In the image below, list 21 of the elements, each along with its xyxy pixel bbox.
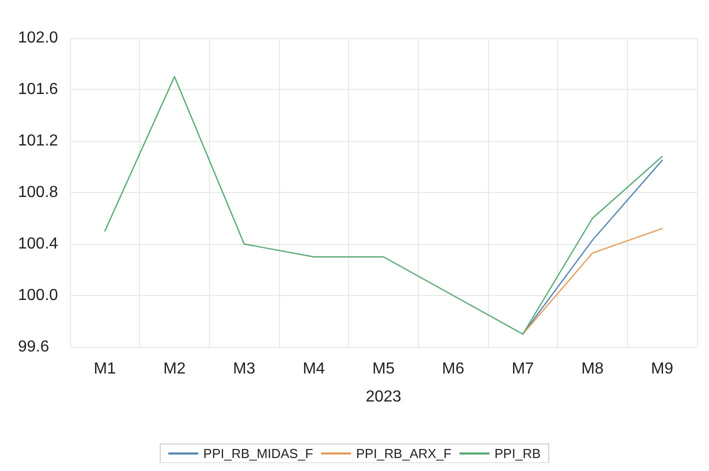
y-tick-label: 100.4 [18,236,58,252]
x-tick-label: M7 [512,360,534,378]
legend-label: PPI_RB_ARX_F [356,446,452,461]
x-tick-label: M9 [651,360,674,378]
x-tick-label: M1 [94,360,116,378]
x-tick-label: M4 [302,360,326,378]
x-tick-label: M8 [581,360,604,378]
legend-label: PPI_RB [494,446,541,461]
x-tick-label: M2 [163,360,186,378]
y-tick-label: 101.2 [18,132,58,150]
y-tick-label: 99.6 [18,338,50,356]
y-tick-label: 102.0 [18,30,58,46]
y-tick-label: 101.6 [18,81,58,98]
x-axis-title: 2023 [366,388,402,406]
x-tick-label: M6 [442,360,464,378]
x-tick-label: M3 [233,360,256,378]
x-tick-label: M5 [372,360,395,378]
y-tick-label: 100.8 [18,184,58,201]
legend-label: PPI_RB_MIDAS_F [203,446,314,461]
y-tick-label: 100.0 [18,287,58,304]
line-series [104,76,663,335]
